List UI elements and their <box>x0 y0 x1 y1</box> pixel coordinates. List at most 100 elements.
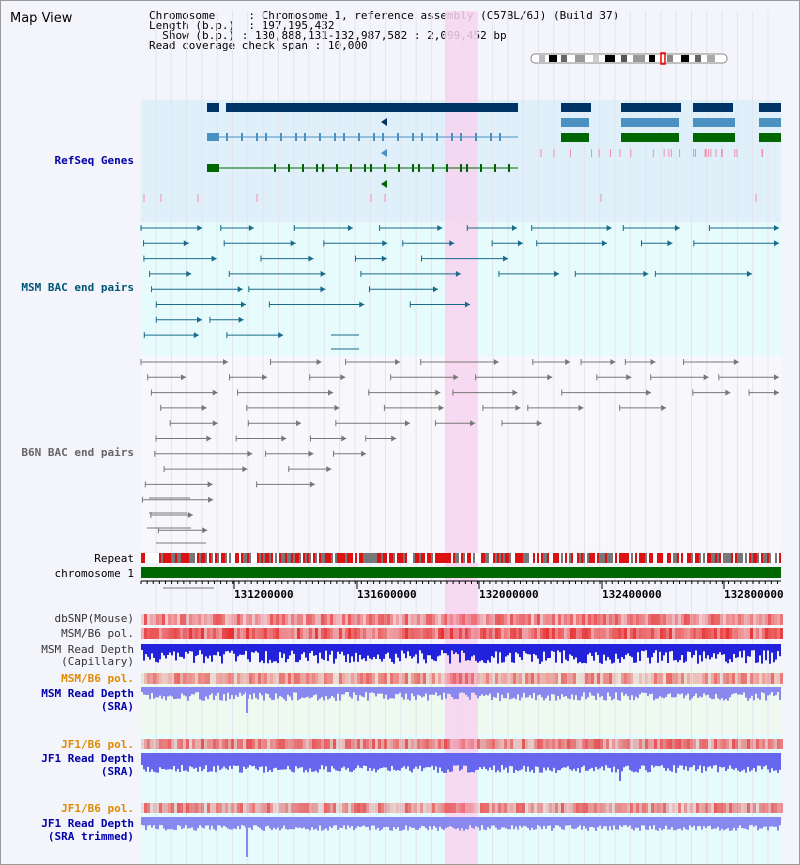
polymorphism-cell <box>597 614 600 625</box>
read-depth-bar <box>299 644 301 660</box>
read-depth-bar <box>507 687 509 693</box>
read-depth-bar <box>293 817 295 830</box>
track-label-msm-bac[interactable]: MSM BAC end pairs <box>21 281 134 294</box>
polymorphism-cell <box>357 614 360 625</box>
polymorphism-cell <box>324 628 327 639</box>
polymorphism-cell <box>237 739 240 749</box>
polymorphism-cell <box>540 739 543 749</box>
polymorphism-cell <box>693 614 696 625</box>
polymorphism-cell <box>525 739 528 749</box>
polymorphism-cell <box>192 614 195 625</box>
read-depth-bar <box>449 687 451 695</box>
read-depth-bar <box>561 644 563 664</box>
repeat-segment <box>413 553 415 563</box>
polymorphism-cell <box>459 803 462 813</box>
read-depth-bar <box>201 687 203 701</box>
read-depth-bar <box>645 687 647 693</box>
read-depth-bar <box>707 644 709 656</box>
polymorphism-cell <box>675 628 678 639</box>
gene-exon <box>207 133 219 141</box>
read-depth-bar <box>295 753 297 767</box>
read-depth-bar <box>477 687 479 699</box>
read-depth-bar <box>383 753 385 768</box>
repeat-segment <box>165 553 167 563</box>
polymorphism-cell <box>243 614 246 625</box>
polymorphism-cell <box>612 739 615 749</box>
read-depth-bar <box>533 687 535 693</box>
polymorphism-cell <box>615 673 618 684</box>
polymorphism-cell <box>408 739 411 749</box>
read-depth-bar <box>315 644 317 656</box>
gene-exon <box>364 164 366 172</box>
polymorphism-cell <box>468 739 471 749</box>
repeat-segment <box>495 553 497 563</box>
polymorphism-cell <box>711 803 714 813</box>
repeat-segment <box>587 553 589 563</box>
read-depth-bar <box>339 644 341 655</box>
read-depth-bar <box>195 753 197 768</box>
read-depth-bar <box>487 687 489 696</box>
polymorphism-cell <box>732 628 735 639</box>
polymorphism-cell <box>378 673 381 684</box>
polymorphism-cell <box>282 803 285 813</box>
repeat-segment <box>511 553 513 563</box>
repeat-segment <box>431 553 433 563</box>
read-depth-bar <box>473 817 475 829</box>
read-depth-bar <box>573 644 575 660</box>
polymorphism-cell <box>312 614 315 625</box>
polymorphism-cell <box>600 739 603 749</box>
read-depth-bar <box>143 644 145 661</box>
read-depth-bar <box>201 817 203 828</box>
polymorphism-cell <box>324 614 327 625</box>
repeat-segment <box>437 553 439 563</box>
repeat-segment <box>585 553 587 563</box>
polymorphism-cell <box>300 614 303 625</box>
repeat-segment <box>703 553 705 563</box>
polymorphism-cell <box>294 673 297 684</box>
read-depth-bar <box>193 753 195 769</box>
read-depth-bar <box>485 753 487 769</box>
bac-end-arrow <box>341 435 347 442</box>
polymorphism-cell <box>411 628 414 639</box>
read-depth-bar <box>531 644 533 662</box>
polymorphism-cell <box>651 628 654 639</box>
read-depth-bar <box>717 753 719 773</box>
gene-exon <box>693 118 735 127</box>
read-depth-bar <box>421 644 423 654</box>
polymorphism-cell <box>225 614 228 625</box>
polymorphism-cell <box>588 614 591 625</box>
read-depth-bar <box>259 817 261 828</box>
polymorphism-cell <box>375 628 378 639</box>
polymorphism-cell <box>651 803 654 813</box>
read-depth-bar <box>717 644 719 655</box>
polymorphism-cell <box>444 803 447 813</box>
polymorphism-cell <box>480 739 483 749</box>
polymorphism-cell <box>645 739 648 749</box>
polymorphism-cell <box>258 739 261 749</box>
polymorphism-cell <box>591 628 594 639</box>
read-depth-bar <box>761 644 763 664</box>
polymorphism-cell <box>774 628 777 639</box>
polymorphism-cell <box>759 614 762 625</box>
polymorphism-cell <box>360 628 363 639</box>
read-depth-bar <box>497 753 499 771</box>
read-depth-bar <box>203 753 205 770</box>
read-depth-bar <box>231 644 233 651</box>
polymorphism-cell <box>246 614 249 625</box>
polymorphism-cell <box>423 673 426 684</box>
read-depth-bar <box>525 687 527 698</box>
read-depth-bar <box>695 687 697 694</box>
repeat-segment <box>727 553 729 563</box>
polymorphism-cell <box>603 673 606 684</box>
polymorphism-cell <box>141 628 144 639</box>
read-depth-bar <box>311 753 313 772</box>
polymorphism-cell <box>465 739 468 749</box>
repeat-segment <box>507 553 509 563</box>
polymorphism-cell <box>387 739 390 749</box>
read-depth-bar <box>475 753 477 771</box>
track-label-b6n-bac[interactable]: B6N BAC end pairs <box>21 446 134 459</box>
track-label-refseq[interactable]: RefSeq Genes <box>54 154 134 167</box>
read-depth-bar <box>409 687 411 701</box>
polymorphism-cell <box>513 628 516 639</box>
